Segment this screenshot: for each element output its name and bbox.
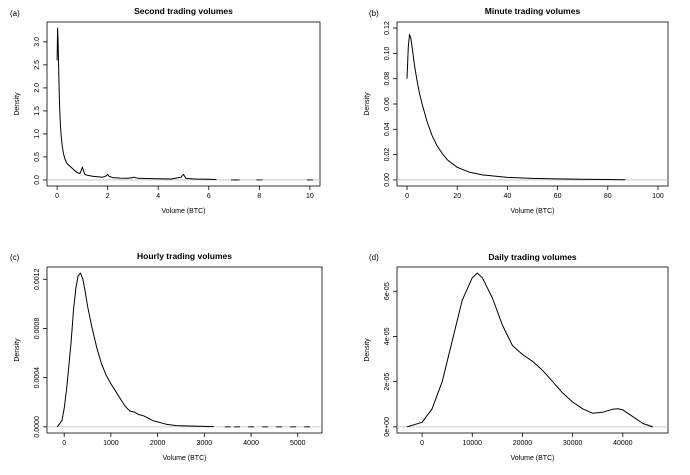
x-tick-label: 4000: [243, 440, 259, 447]
y-tick-label: 0.02: [384, 148, 391, 162]
x-tick-label: 2000: [150, 440, 166, 447]
y-tick-label: 0.08: [384, 72, 391, 86]
y-tick-label: 4e-05: [384, 327, 391, 345]
y-tick-label: 3.0: [34, 37, 41, 47]
panel-label: (a): [10, 9, 20, 18]
x-tick-label: 20: [453, 193, 461, 200]
x-axis-label: Volume (BTC): [163, 455, 207, 462]
y-tick-label: 2e-05: [384, 373, 391, 391]
y-tick-label: 2.5: [34, 60, 41, 70]
density-curve-0: [406, 33, 626, 181]
x-tick-label: 0: [420, 440, 424, 447]
chart-title: Daily trading volumes: [488, 252, 577, 262]
x-tick-label: 20000: [513, 440, 533, 447]
x-tick-label: 4: [156, 193, 160, 200]
x-tick-label: 10: [306, 193, 314, 200]
plot-frame: [396, 21, 669, 187]
y-tick-label: 0.0008: [34, 318, 41, 340]
x-tick-label: 6: [207, 193, 211, 200]
y-tick-label: 2.0: [34, 83, 41, 93]
x-tick-label: 2: [106, 193, 110, 200]
x-tick-label: 80: [604, 193, 612, 200]
x-tick-label: 1000: [103, 440, 119, 447]
x-tick-label: 8: [257, 193, 261, 200]
y-tick-label: 0e+00: [384, 417, 391, 437]
chart-title: Second trading volumes: [134, 6, 233, 16]
panel-label: (d): [369, 253, 379, 262]
x-tick-label: 3000: [197, 440, 213, 447]
panel-1: (b) Minute trading volumes 0 20 40 60 80 100 0.0…: [364, 6, 669, 215]
y-tick-label: 6e-05: [384, 282, 391, 300]
x-tick-label: 0: [55, 193, 59, 200]
panel-label: (b): [369, 9, 379, 18]
y-tick-label: 0.0: [34, 175, 41, 185]
y-tick-label: 0.00: [384, 173, 391, 187]
x-tick-label: 0: [62, 440, 66, 447]
y-tick-label: 0.12: [384, 21, 391, 35]
panel-2: (c) Hourly trading volumes 0 1000 2000 3000 40…: [10, 251, 323, 462]
y-tick-label: 0.0012: [34, 268, 41, 290]
x-tick-label: 40: [504, 193, 512, 200]
panel-0: (a) Second trading volumes 0 2 4 6 8 10 0.0 0.5 1.…: [10, 6, 321, 215]
x-tick-label: 40000: [613, 440, 633, 447]
y-axis-label: Density: [14, 92, 21, 116]
panel-label: (c): [10, 253, 20, 262]
y-tick-label: 1.0: [34, 129, 41, 139]
y-tick-label: 0.0000: [34, 416, 41, 438]
chart-title: Hourly trading volumes: [137, 251, 232, 261]
y-axis-label: Density: [364, 338, 371, 362]
x-tick-label: 0: [405, 193, 409, 200]
x-tick-label: 60: [554, 193, 562, 200]
x-tick-label: 100: [652, 193, 664, 200]
y-tick-label: 0.5: [34, 152, 41, 162]
x-axis-label: Volume (BTC): [162, 208, 206, 215]
x-tick-label: 30000: [563, 440, 583, 447]
x-tick-label: 5000: [290, 440, 306, 447]
y-tick-label: 1.5: [34, 106, 41, 116]
plot-frame: [46, 21, 321, 187]
x-axis-label: Volume (BTC): [511, 208, 555, 215]
y-axis-label: Density: [364, 92, 371, 116]
plot-frame: [396, 266, 669, 434]
y-tick-label: 0.10: [384, 46, 391, 60]
plot-frame: [46, 266, 323, 434]
y-tick-label: 0.04: [384, 122, 391, 136]
density-curve-0: [56, 272, 214, 428]
y-tick-label: 0.0004: [34, 367, 41, 389]
y-axis-label: Density: [14, 338, 21, 362]
density-curve-0: [406, 272, 654, 428]
x-axis-label: Volume (BTC): [511, 455, 555, 462]
x-tick-label: 10000: [463, 440, 483, 447]
y-tick-label: 0.06: [384, 97, 391, 111]
panel-3: (d) Daily trading volumes 0 10000 20000 30000…: [364, 252, 669, 462]
density-curve-0: [56, 27, 217, 180]
chart-title: Minute trading volumes: [485, 6, 581, 16]
